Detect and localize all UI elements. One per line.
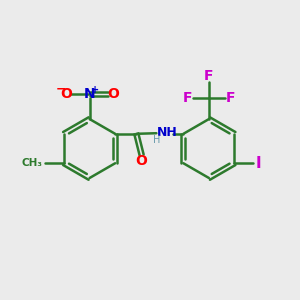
Text: F: F bbox=[204, 69, 214, 83]
Text: +: + bbox=[91, 85, 99, 94]
Text: F: F bbox=[183, 91, 192, 105]
Text: F: F bbox=[226, 91, 235, 105]
Text: CH₃: CH₃ bbox=[22, 158, 43, 168]
Text: O: O bbox=[135, 154, 147, 168]
Text: O: O bbox=[60, 87, 72, 101]
Text: NH: NH bbox=[157, 126, 178, 139]
Text: H: H bbox=[153, 135, 161, 145]
Text: O: O bbox=[107, 87, 119, 101]
Text: N: N bbox=[84, 87, 95, 101]
Text: −: − bbox=[56, 82, 66, 95]
Text: I: I bbox=[255, 156, 261, 171]
